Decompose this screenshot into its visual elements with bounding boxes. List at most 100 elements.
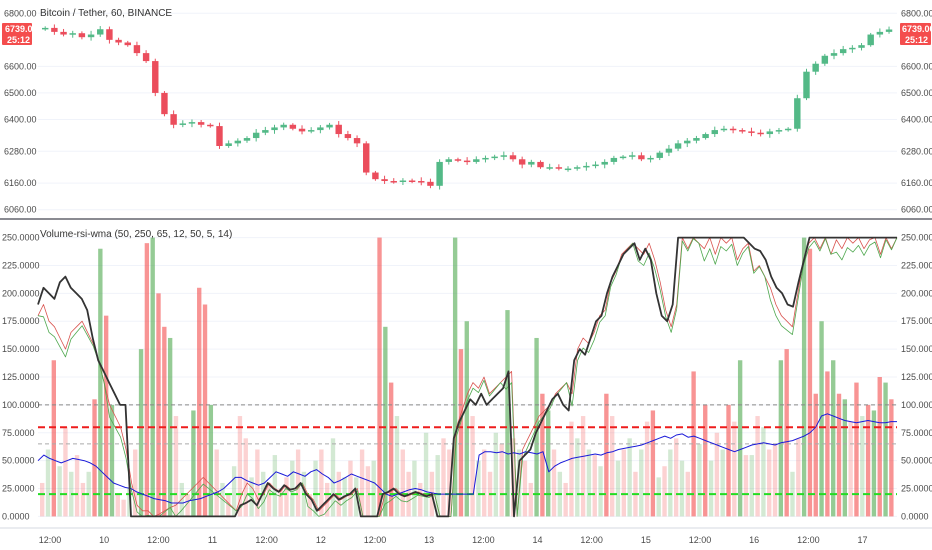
volume-bar	[482, 449, 487, 517]
volume-bar	[476, 460, 481, 517]
time-tick-label: 12:00	[364, 535, 387, 545]
volume-bar	[807, 248, 813, 517]
indicator-lines	[37, 236, 898, 518]
candle-body	[78, 33, 86, 38]
volume-bar	[778, 360, 784, 517]
volume-bar	[197, 287, 202, 517]
price-candles	[42, 24, 893, 190]
price-tick-label-right: 6060.00	[901, 205, 932, 215]
volume-bar	[580, 416, 586, 517]
candle-body	[97, 29, 104, 35]
rsi-line-green	[37, 237, 898, 517]
volume-bar	[505, 310, 510, 517]
volume-bar	[359, 449, 365, 517]
countdown-left: 25:12	[7, 35, 30, 45]
price-tick-label-left: 6600.00	[4, 61, 37, 71]
candle-body	[702, 134, 709, 139]
candle-body	[775, 130, 783, 132]
volume-bar	[423, 432, 429, 517]
volume-bar	[92, 399, 97, 517]
volume-bar	[255, 449, 260, 517]
volume-bar	[563, 482, 568, 517]
volume-bar	[435, 455, 440, 517]
indicator-tick-label-right: 0.0000	[901, 511, 929, 521]
volume-bar	[836, 393, 842, 517]
indicator-tick-label-left: 250.0000	[2, 233, 40, 243]
volume-bar	[575, 438, 580, 517]
volume-bar	[877, 377, 882, 517]
candle-body	[858, 45, 865, 48]
volume-bar	[330, 438, 336, 517]
volume-bar	[307, 494, 312, 517]
volume-bar	[708, 460, 714, 517]
volume-bar	[45, 449, 51, 517]
candle-body	[197, 122, 205, 125]
candle-body	[546, 167, 553, 169]
indicator-tick-label-right: 225.0000	[901, 260, 932, 270]
candle-body	[573, 167, 581, 169]
candle-body	[436, 161, 443, 186]
candle-body	[784, 128, 792, 131]
candle-body	[69, 33, 76, 35]
volume-bar	[639, 449, 644, 517]
candle-body	[188, 122, 196, 124]
volume-bar	[103, 315, 109, 517]
volume-bar	[80, 482, 86, 517]
candle-body	[271, 127, 278, 131]
last-price-badge-left: 6739.00 25:12	[2, 23, 38, 45]
volume-bar	[226, 494, 231, 517]
volume-bar	[57, 466, 62, 517]
price-grid	[38, 12, 897, 211]
indicator-tick-label-left: 75.0000	[2, 428, 35, 438]
volume-bar	[162, 326, 167, 517]
indicator-tick-label-left: 175.0000	[2, 316, 40, 326]
volume-bar	[63, 427, 68, 517]
time-tick-label: 12:00	[580, 535, 603, 545]
volume-bar	[883, 382, 888, 517]
volume-bar	[848, 421, 853, 517]
volume-bar	[284, 477, 289, 517]
candle-body	[363, 143, 370, 173]
indicator-axis-right: 0.0000 25.0000 50.0000 75.0000 100.0000 125.0…	[901, 233, 932, 522]
volume-bar	[98, 248, 103, 517]
indicator-tick-label-left: 0.0000	[2, 511, 30, 521]
volume-bar	[388, 382, 394, 517]
volume-bar	[860, 416, 865, 517]
candle-body	[473, 159, 480, 162]
volume-bar	[668, 449, 673, 517]
candle-body	[60, 31, 67, 35]
rsi-wma-line	[37, 236, 897, 518]
candle-body	[225, 143, 232, 146]
volume-bar	[819, 321, 824, 517]
volume-bar	[673, 438, 679, 517]
price-tick-label-left: 6500.00	[4, 88, 37, 98]
candle-body	[152, 61, 159, 93]
volume-bar	[831, 360, 836, 517]
volume-bar	[743, 455, 749, 517]
candle-body	[849, 47, 856, 50]
candle-body	[601, 161, 608, 165]
indicator-axis-left: 0.0000 25.0000 50.0000 75.0000 100.0000 125.0…	[2, 233, 40, 522]
time-tick-label: 12:00	[472, 535, 495, 545]
time-tick-label: 12:00	[689, 535, 712, 545]
candle-body	[142, 53, 150, 62]
volume-bar	[761, 427, 766, 517]
candle-body	[454, 159, 462, 161]
candle-body	[583, 165, 590, 168]
volume-bar	[272, 455, 278, 517]
candle-body	[757, 132, 764, 135]
volume-bar	[313, 460, 318, 517]
wma-line	[37, 413, 897, 504]
volume-bar	[74, 455, 80, 517]
price-tick-label-right: 6280.00	[901, 146, 932, 156]
candle-body	[161, 92, 168, 115]
candle-body	[133, 45, 141, 54]
volume-bar	[383, 326, 388, 517]
candle-body	[42, 27, 49, 30]
candle-body	[610, 157, 618, 162]
candle-body	[500, 155, 508, 157]
candle-body	[381, 179, 388, 182]
indicator-tick-label-right: 250.0000	[901, 233, 932, 243]
volume-bar	[726, 404, 731, 517]
candle-body	[509, 155, 517, 160]
